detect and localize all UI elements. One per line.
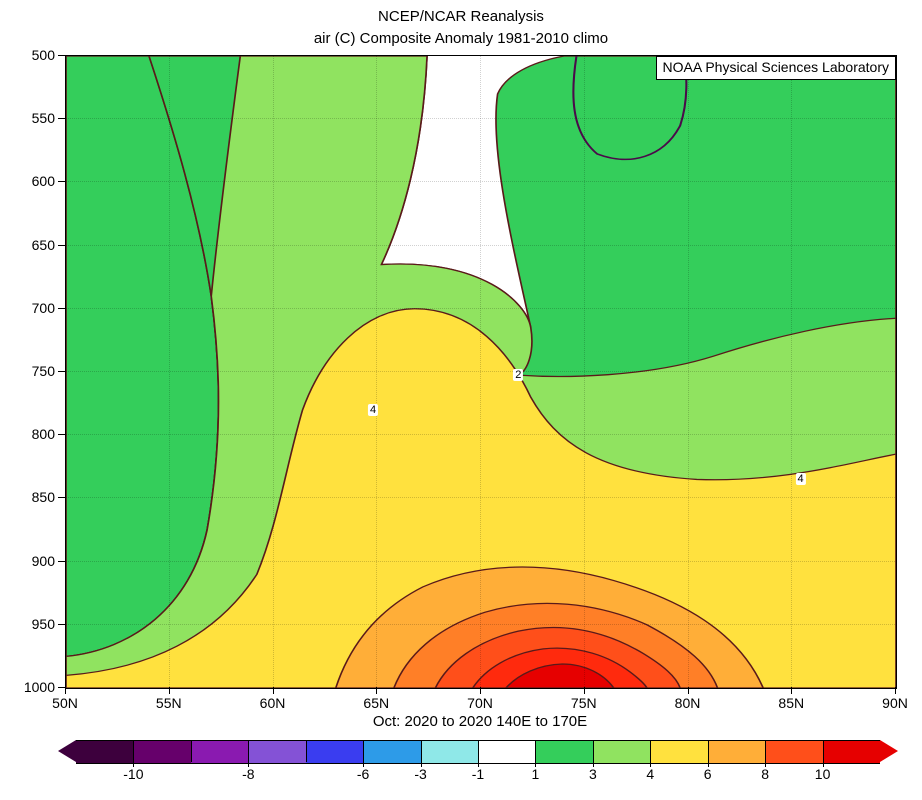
colorbar-cell (535, 740, 592, 764)
colorbar-arrow-right (880, 740, 898, 762)
colorbar-tick-label: -10 (123, 766, 143, 782)
contour-label: 4 (795, 473, 805, 485)
colorbar-tick-label: 1 (531, 766, 539, 782)
y-tick-label: 750 (32, 363, 55, 379)
y-tick (58, 308, 65, 309)
x-tick-label: 90N (882, 695, 908, 711)
y-tick-label: 800 (32, 426, 55, 442)
y-tick (58, 181, 65, 182)
chart-container: NCEP/NCAR Reanalysis air (C) Composite A… (0, 0, 922, 800)
colorbar-cell (421, 740, 478, 764)
colorbar-tick-label: 6 (704, 766, 712, 782)
x-tick (273, 687, 274, 694)
y-tick-label: 500 (32, 47, 55, 63)
x-tick-label: 75N (571, 695, 597, 711)
colorbar-tick-label: 4 (646, 766, 654, 782)
y-tick (58, 624, 65, 625)
y-tick-label: 1000 (24, 679, 55, 695)
plot-area: NOAA Physical Sciences Laboratory 2 4 4 (65, 55, 897, 689)
x-tick-label: 65N (363, 695, 389, 711)
colorbar-cell (823, 740, 880, 764)
grid-v (376, 55, 377, 687)
y-tick-label: 650 (32, 237, 55, 253)
grid-v (688, 55, 689, 687)
attribution-box: NOAA Physical Sciences Laboratory (656, 56, 896, 80)
colorbar-arrow-left (58, 740, 76, 762)
x-tick-label: 80N (675, 695, 701, 711)
x-tick-label: 85N (778, 695, 804, 711)
contour-label: 2 (513, 369, 523, 381)
x-tick (688, 687, 689, 694)
contour-svg (66, 56, 896, 688)
colorbar-cell (76, 740, 133, 764)
x-tick (65, 687, 66, 694)
x-tick (791, 687, 792, 694)
contour-label: 4 (368, 404, 378, 416)
colorbar-tick-label: -8 (242, 766, 254, 782)
x-axis-title: Oct: 2020 to 2020 140E to 170E (65, 713, 895, 730)
y-tick (58, 561, 65, 562)
colorbar-cell (650, 740, 707, 764)
colorbar-cell (133, 740, 190, 764)
x-tick-label: 70N (467, 695, 493, 711)
x-tick-label: 60N (260, 695, 286, 711)
x-tick (584, 687, 585, 694)
y-tick (58, 497, 65, 498)
y-tick (58, 55, 65, 56)
colorbar-tick-label: 3 (589, 766, 597, 782)
x-tick (895, 687, 896, 694)
grid-v (791, 55, 792, 687)
y-tick-label: 950 (32, 616, 55, 632)
y-tick (58, 687, 65, 688)
attribution-text: NOAA Physical Sciences Laboratory (663, 59, 889, 75)
y-tick-label: 850 (32, 489, 55, 505)
y-tick (58, 371, 65, 372)
colorbar-cell (708, 740, 765, 764)
colorbar-tick-label: 8 (761, 766, 769, 782)
grid-v (169, 55, 170, 687)
y-tick-label: 550 (32, 110, 55, 126)
colorbar-cell (363, 740, 420, 764)
x-tick (376, 687, 377, 694)
colorbar-tick-label: -3 (414, 766, 426, 782)
grid-v (273, 55, 274, 687)
x-tick (480, 687, 481, 694)
x-tick-label: 50N (52, 695, 78, 711)
colorbar-cell (765, 740, 822, 764)
title-line-2: air (C) Composite Anomaly 1981-2010 clim… (0, 30, 922, 47)
colorbar-cell (306, 740, 363, 764)
colorbar-tick-label: 10 (815, 766, 831, 782)
colorbar-tick-label: -6 (357, 766, 369, 782)
colorbar-cell (478, 740, 535, 764)
y-tick (58, 245, 65, 246)
colorbar-cell (248, 740, 305, 764)
grid-v (480, 55, 481, 687)
y-tick (58, 118, 65, 119)
colorbar-cell (593, 740, 650, 764)
y-tick-label: 600 (32, 173, 55, 189)
colorbar-tick-label: -1 (472, 766, 484, 782)
colorbar: -10-8-6-3-11346810 (58, 740, 898, 762)
x-tick-label: 55N (156, 695, 182, 711)
y-tick (58, 434, 65, 435)
y-tick-label: 900 (32, 553, 55, 569)
colorbar-cell (191, 740, 248, 764)
y-tick-label: 700 (32, 300, 55, 316)
grid-v (584, 55, 585, 687)
title-line-1: NCEP/NCAR Reanalysis (0, 8, 922, 25)
x-tick (169, 687, 170, 694)
